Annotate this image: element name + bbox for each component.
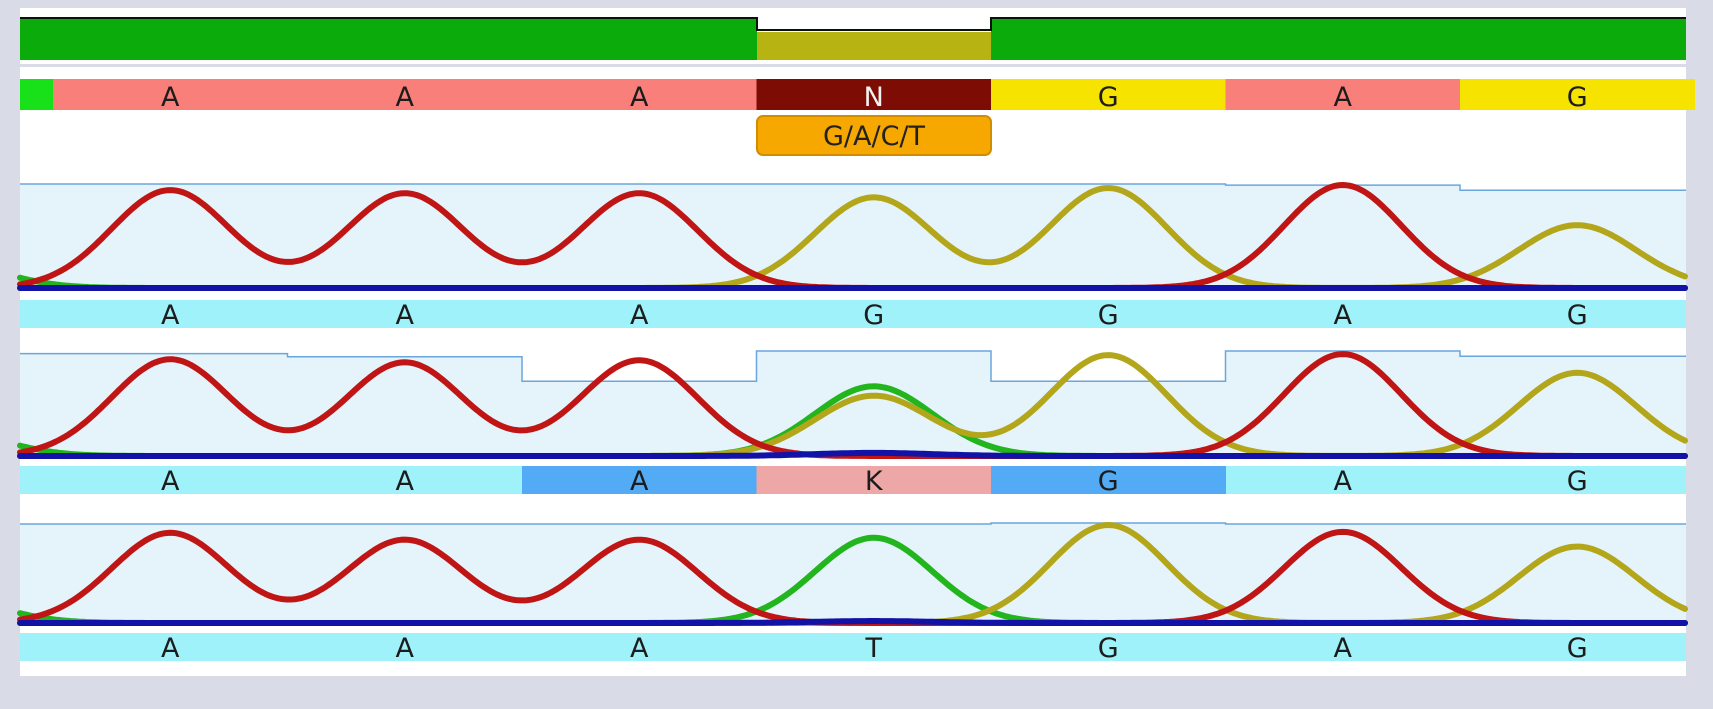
consensus-cell xyxy=(53,79,288,110)
coverage-bar xyxy=(20,18,757,60)
basecall-base: A xyxy=(161,633,180,664)
basecall-base: A xyxy=(396,300,415,331)
trace-C xyxy=(17,449,1688,459)
consensus-cell xyxy=(1460,79,1695,110)
basecall-base: G xyxy=(1567,633,1588,664)
basecall-base: T xyxy=(865,633,883,664)
basecall-base: A xyxy=(161,466,180,497)
basecall-base: K xyxy=(865,466,884,497)
consensus-edge xyxy=(20,79,53,110)
coverage-bar xyxy=(991,18,1686,60)
variant-label: G/A/C/T xyxy=(823,121,926,152)
quality-line xyxy=(20,522,1686,525)
consensus-cell xyxy=(991,79,1226,110)
basecall-base: A xyxy=(396,466,415,497)
consensus-base: G xyxy=(1098,82,1119,113)
consensus-base: A xyxy=(1334,82,1353,113)
quality-area xyxy=(20,351,1686,456)
basecall-base: G xyxy=(1098,300,1119,331)
track-separator xyxy=(20,64,1686,67)
basecall-base: A xyxy=(161,300,180,331)
basecall-base: G xyxy=(863,300,884,331)
basecall-row xyxy=(20,633,1686,661)
trace-C xyxy=(17,618,1688,626)
consensus-base: G xyxy=(1567,82,1588,113)
coverage-track xyxy=(20,17,1686,67)
variant-annotation: G/A/C/T xyxy=(756,115,992,156)
coverage-bar-low xyxy=(757,32,991,60)
coverage-outline xyxy=(20,17,1686,31)
basecall-base: A xyxy=(396,633,415,664)
quality-area xyxy=(20,184,1686,288)
basecall-base: G xyxy=(1567,300,1588,331)
quality-area xyxy=(20,523,1686,623)
consensus-cell xyxy=(287,79,523,110)
consensus-cell xyxy=(1225,79,1461,110)
basecall-base: A xyxy=(630,466,649,497)
consensus-base: A xyxy=(630,82,649,113)
basecall-highlight xyxy=(991,466,1226,494)
read-tracks: A A A G G A G A A A K G A G A A A T G A G xyxy=(17,182,1688,664)
consensus-cell xyxy=(756,79,992,110)
basecall-base: A xyxy=(1334,633,1353,664)
basecall-base: A xyxy=(630,300,649,331)
consensus-cell xyxy=(522,79,757,110)
variant-badge[interactable] xyxy=(756,115,992,156)
basecall-base: G xyxy=(1567,466,1588,497)
basecall-base: A xyxy=(1334,300,1353,331)
consensus-base: A xyxy=(396,82,415,113)
basecall-base: G xyxy=(1098,633,1119,664)
basecall-base: A xyxy=(1334,466,1353,497)
basecall-base: A xyxy=(630,633,649,664)
consensus-base: A xyxy=(161,82,180,113)
basecall-highlight xyxy=(756,466,992,494)
basecall-highlight xyxy=(522,466,757,494)
basecall-row xyxy=(20,300,1686,328)
quality-line xyxy=(20,350,1686,382)
consensus-base: N xyxy=(864,82,884,113)
basecall-base: G xyxy=(1098,466,1119,497)
quality-line xyxy=(20,183,1686,192)
